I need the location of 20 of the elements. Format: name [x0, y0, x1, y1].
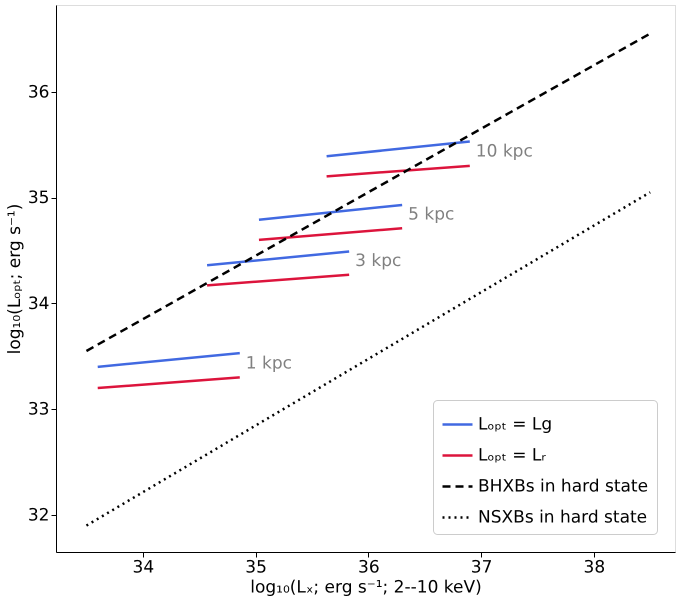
y-tick-label: 34 [28, 294, 50, 314]
x-axis-title: log₁₀(Lₓ; erg s⁻¹; 2--10 keV) [250, 578, 482, 598]
y-tick-label: 32 [28, 505, 50, 526]
x-tick-label: 35 [245, 558, 267, 578]
y-tick-label: 36 [28, 82, 50, 102]
y-tick-label: 35 [28, 188, 50, 208]
legend-label: NSXBs in hard state [478, 508, 648, 528]
x-tick-label: 37 [470, 558, 492, 578]
legend-label: Lₒₚₜ = Lg [478, 414, 552, 434]
annotation: 1 kpc [246, 353, 292, 374]
annotation: 10 kpc [476, 142, 533, 162]
legend-label: BHXBs in hard state [478, 476, 648, 496]
x-tick-label: 36 [358, 558, 380, 578]
x-tick-label: 34 [132, 558, 154, 578]
x-tick-label: 38 [584, 558, 606, 578]
annotation: 5 kpc [408, 204, 454, 225]
annotation: 3 kpc [355, 251, 402, 272]
y-tick-label: 33 [28, 400, 50, 420]
legend-label: Lₒₚₜ = Lᵣ [478, 446, 546, 466]
y-axis-title: log₁₀(Lₒₚₜ; erg s⁻¹) [4, 204, 25, 354]
